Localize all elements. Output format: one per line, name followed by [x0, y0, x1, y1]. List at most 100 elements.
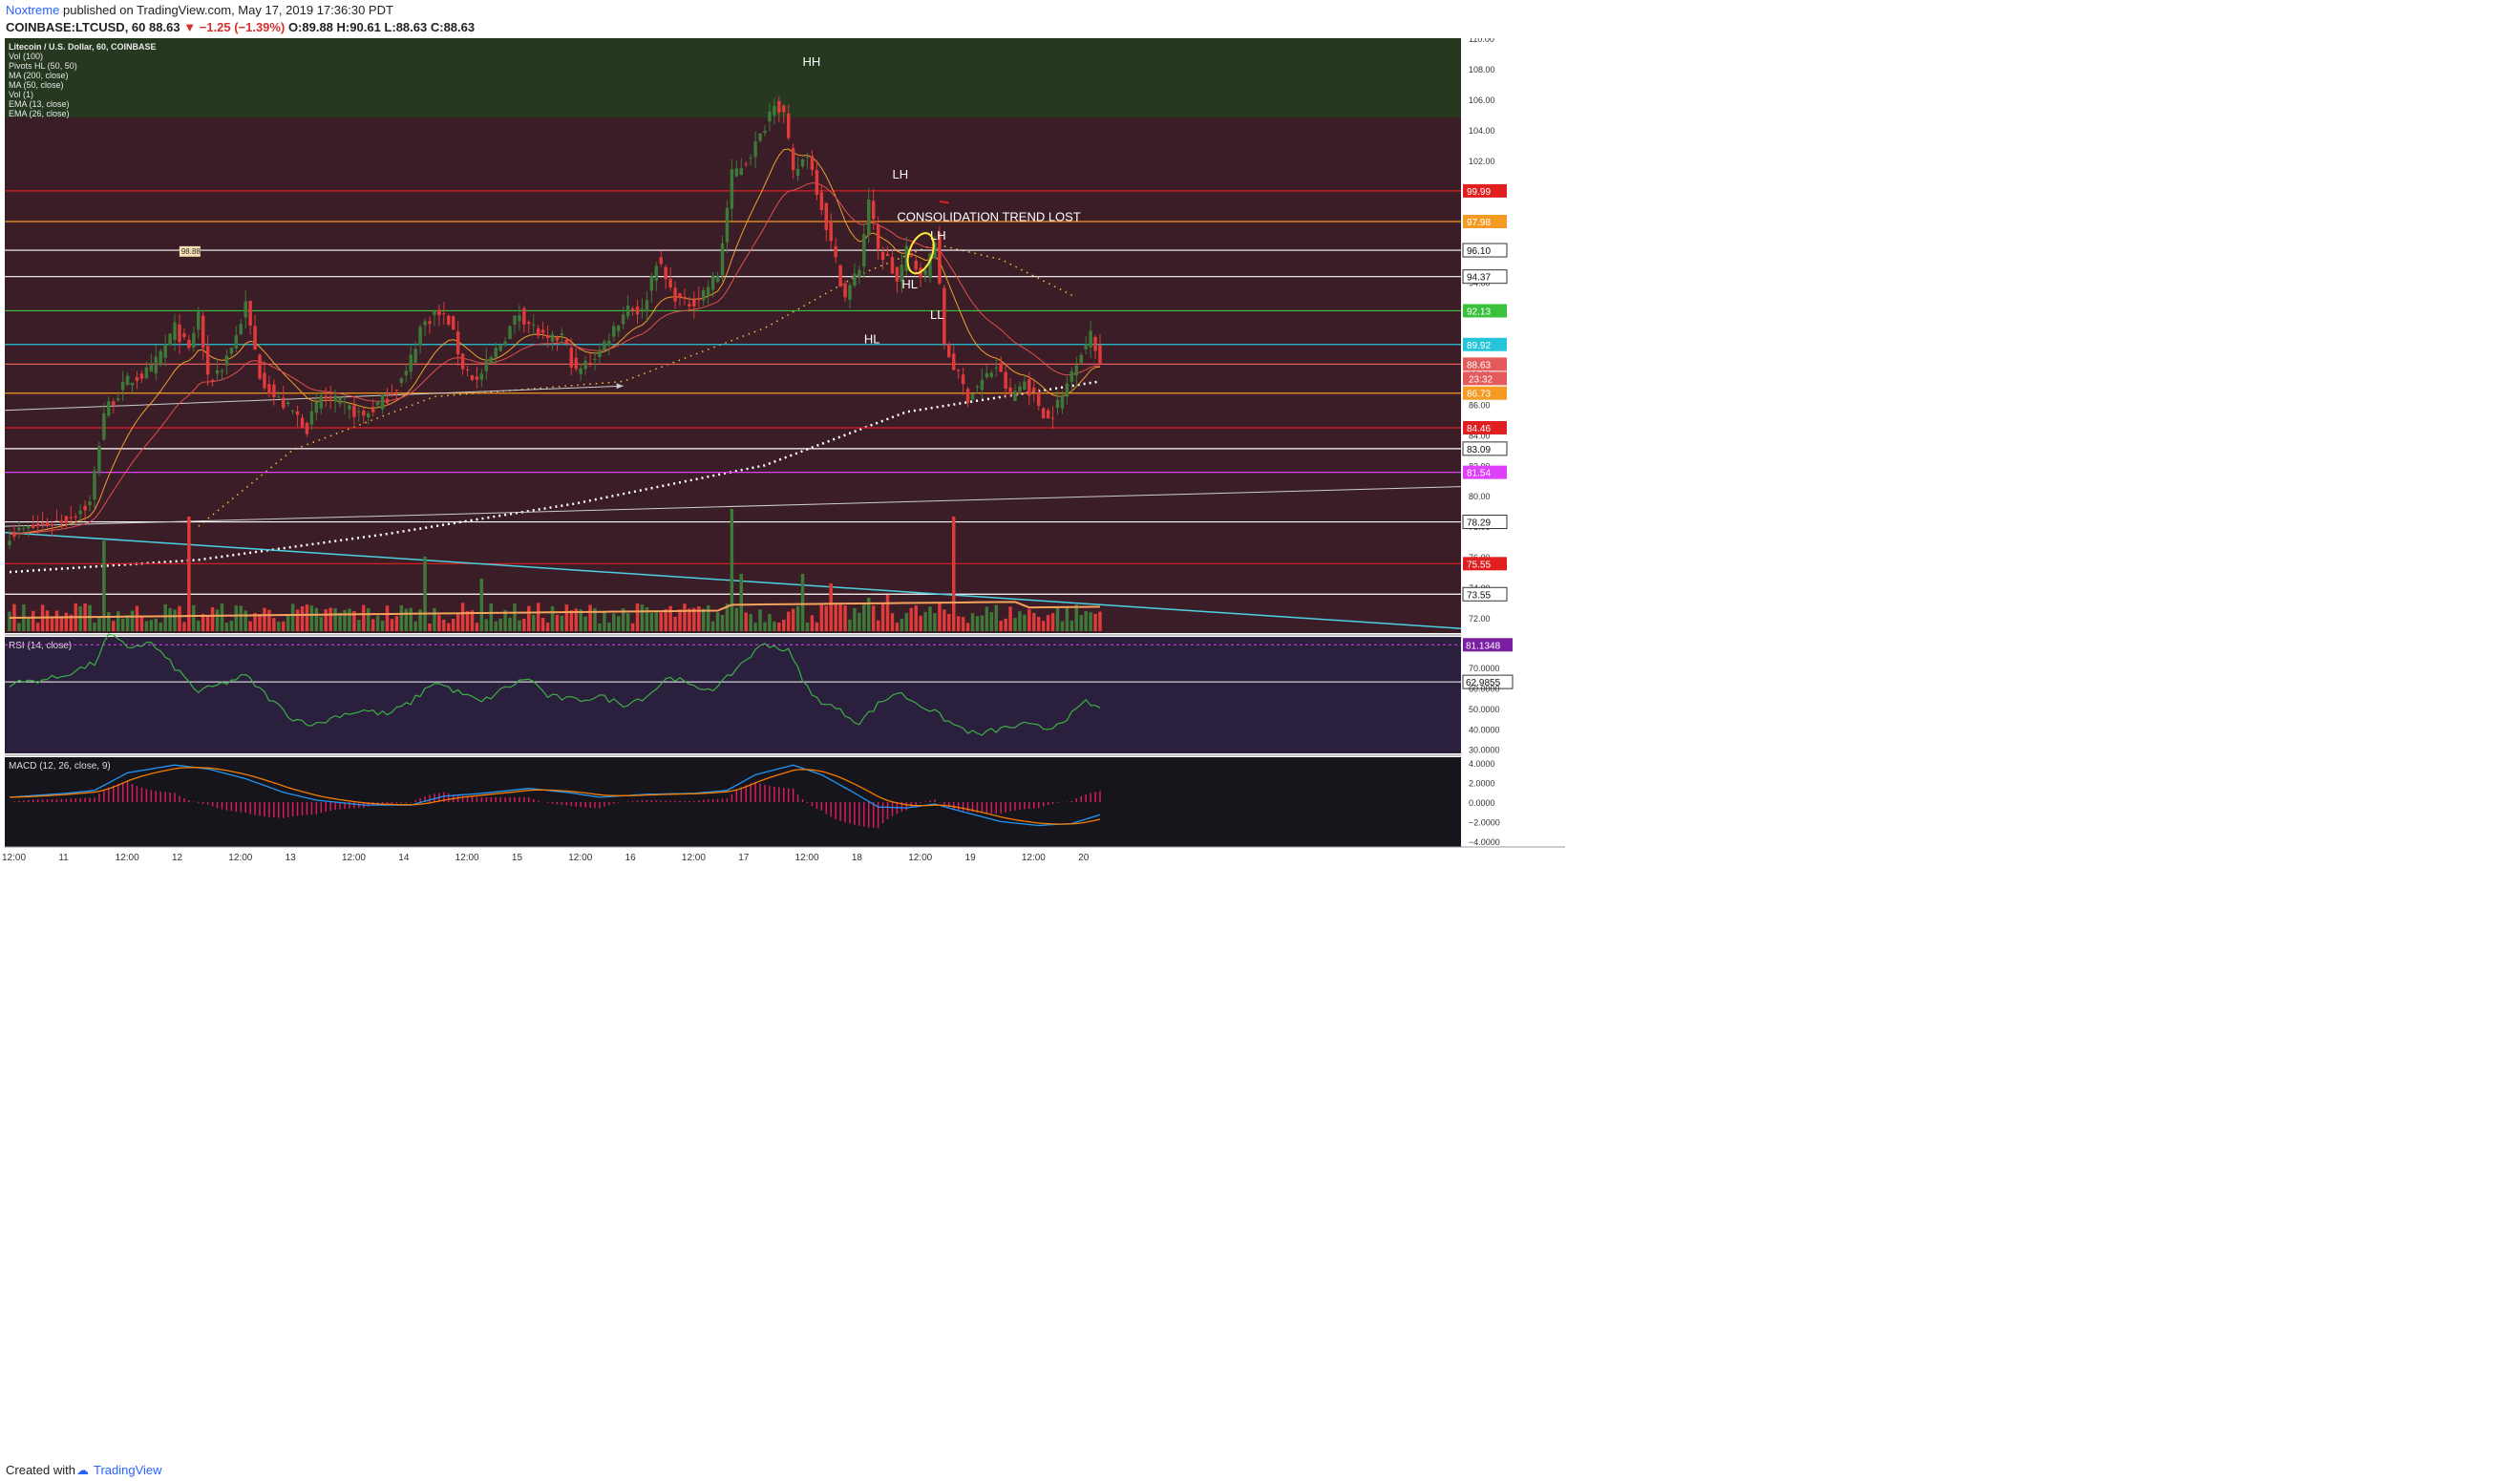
- x-tick-label: 20: [1078, 853, 1090, 863]
- candle-body: [603, 341, 606, 350]
- candle-body: [933, 243, 937, 258]
- time-axis[interactable]: 12:00 11 12:00 12 12:00 13 12:00 14 12:00 15 12:00…: [0, 846, 2520, 1481]
- tradingview-logo-icon[interactable]: ☁: [76, 1463, 89, 1477]
- volume-bar: [527, 605, 531, 631]
- red-marker: [939, 200, 949, 204]
- volume-bar: [640, 604, 645, 631]
- chart-annotation: HL: [901, 277, 918, 291]
- level-price-tag: [1462, 515, 1508, 530]
- candle-body: [550, 334, 555, 342]
- price-axis[interactable]: 110.00108.00106.00104.00102.00100.0098.0…: [1461, 38, 1565, 847]
- candle-body: [366, 413, 371, 418]
- candle-body: [333, 395, 337, 401]
- volume-bar: [843, 605, 847, 631]
- volume-bar: [248, 621, 252, 631]
- volume-bar: [1060, 621, 1065, 631]
- volume-bar: [295, 609, 300, 631]
- candle-body: [753, 141, 757, 158]
- volume-bar: [413, 621, 417, 631]
- candle-body: [220, 370, 224, 372]
- volume-bar: [149, 620, 154, 631]
- volume-bar: [853, 607, 857, 631]
- x-tick-label: 12:00: [116, 853, 139, 863]
- candle-body: [1084, 344, 1088, 349]
- volume-bar: [1008, 606, 1012, 631]
- volume-bar: [560, 615, 564, 631]
- volume-bar: [494, 621, 498, 631]
- time-axis-bg: [0, 847, 2520, 1481]
- candle-body: [295, 411, 300, 415]
- level-price-label: 94.37: [1467, 273, 1491, 284]
- macd-tick-label: 4.0000: [1469, 759, 1495, 769]
- candle-body: [314, 401, 319, 413]
- volume-bar: [328, 607, 332, 631]
- candle-body: [659, 257, 663, 264]
- volume-bar: [607, 622, 611, 631]
- ema-lines: [9, 148, 1101, 535]
- candle-body: [545, 335, 550, 339]
- candle-body: [810, 156, 815, 170]
- volume-bar: [970, 613, 975, 631]
- volume-bar: [654, 610, 659, 631]
- candle-body: [1055, 399, 1060, 409]
- x-tick-label: 12:00: [908, 853, 932, 863]
- volume-bar: [871, 605, 876, 631]
- volume-bar: [994, 604, 998, 631]
- volume-bar: [409, 607, 413, 631]
- volume-bar: [50, 618, 54, 631]
- candle-body: [475, 376, 479, 380]
- candle-body: [93, 470, 96, 500]
- candle-body: [513, 315, 517, 325]
- candle-body: [579, 368, 582, 374]
- candle-body: [451, 316, 455, 330]
- volume-bar: [1074, 604, 1079, 631]
- candle-body: [683, 296, 687, 299]
- highlight-ellipse: [906, 232, 935, 275]
- high-price-tag: [179, 245, 201, 257]
- chart-canvas[interactable]: HH LH CONSOLIDATION TREND LOST LH HL LL HL 98.8…: [0, 38, 2520, 1481]
- x-tick-label: 12:00: [1022, 853, 1046, 863]
- candle-body: [1074, 365, 1079, 376]
- candle-body: [390, 392, 394, 395]
- ascending-trendline: [4, 486, 1462, 527]
- volume-bar: [678, 608, 682, 631]
- volume-bar: [244, 610, 247, 631]
- level-price-tag: [1462, 269, 1508, 285]
- volume-bar: [272, 618, 276, 631]
- candle-body: [1050, 417, 1055, 419]
- candle-body: [805, 157, 810, 159]
- volume-bar: [664, 608, 667, 631]
- volume-bar: [989, 612, 994, 631]
- volume-bar: [1018, 611, 1022, 631]
- candle-body: [192, 332, 196, 348]
- x-tick-label: 12:00: [455, 853, 479, 863]
- level-price-label: 99.99: [1467, 187, 1491, 198]
- x-tick-label: 12: [172, 853, 183, 863]
- volume-bar: [668, 605, 672, 631]
- candle-body: [942, 287, 946, 345]
- created-with-text: Created with: [6, 1463, 75, 1477]
- candle-body: [305, 422, 309, 434]
- volume-bar: [31, 610, 35, 631]
- volume-bar: [1098, 611, 1102, 631]
- volume-bar: [130, 610, 135, 631]
- volume-bar: [753, 623, 757, 631]
- candle-body: [253, 326, 257, 350]
- volume-bar: [234, 605, 239, 631]
- volume-bar: [220, 603, 224, 631]
- legend-entry: Vol (100): [9, 52, 43, 61]
- horizontal-levels[interactable]: [5, 190, 1461, 595]
- candle-body: [498, 345, 502, 351]
- author-link[interactable]: Noxtreme: [6, 3, 60, 17]
- chart-annotation: LL: [930, 307, 943, 322]
- candle-body: [1023, 381, 1027, 390]
- candle-body: [994, 367, 998, 369]
- candle-body: [409, 354, 413, 372]
- volume-bar: [159, 622, 162, 631]
- x-tick-label: 16: [625, 853, 637, 863]
- volume-bar: [97, 618, 101, 631]
- volume-bar: [78, 605, 82, 631]
- volume-bar: [697, 606, 701, 631]
- y-tick-label: 106.00: [1469, 95, 1495, 105]
- tradingview-link[interactable]: TradingView: [94, 1463, 162, 1477]
